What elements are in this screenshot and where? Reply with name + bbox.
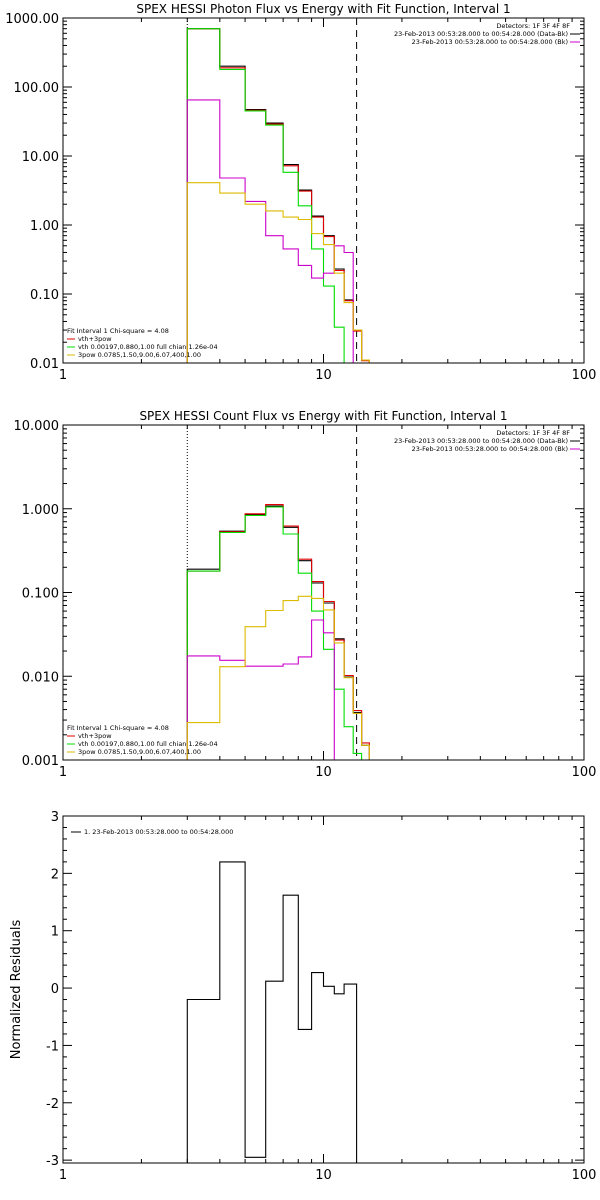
y-tick-label: 0.100 (22, 587, 59, 602)
x-tick-label: 10 (315, 368, 332, 383)
data-series-group (186, 28, 370, 363)
x-tick-label: 10 (315, 765, 332, 780)
legend-entry-label: vth+3pow (78, 335, 112, 343)
y-tick-label: 1 (51, 925, 59, 940)
x-tick-label: 100 (572, 765, 597, 780)
photon-flux-panel: SPEX HESSI Photon Flux vs Energy with Fi… (5, 2, 596, 383)
data-series-3 (186, 619, 335, 760)
y-tick-label: 0.001 (22, 754, 59, 769)
y-tick-label: 0 (51, 982, 59, 997)
x-tick-label: 1 (59, 765, 67, 780)
y-tick-label: 100.00 (14, 81, 60, 96)
y-tick-label: 0.01 (30, 357, 59, 372)
legend-entry-label: vth 0.00197,0.880,1.00 full chian 1.26e-… (78, 343, 218, 351)
data-series-2 (186, 506, 363, 760)
y-tick-label: 0.10 (30, 288, 59, 303)
x-tick-label: 100 (572, 368, 597, 383)
y-tick-label: 2 (51, 867, 59, 882)
legend-entry-label: vth+3pow (78, 732, 112, 740)
chart-title: SPEX HESSI Photon Flux vs Energy with Fi… (136, 2, 510, 16)
y-tick-label: -2 (46, 1097, 59, 1112)
count-flux-panel: SPEX HESSI Count Flux vs Energy with Fit… (14, 409, 597, 780)
y-tick-label: 10.00 (22, 150, 59, 165)
y-axis-label: Normalized Residuals (9, 920, 24, 1060)
y-tick-label: 3 (51, 810, 59, 825)
plot-frame (62, 424, 585, 761)
legend-entry-label: 23-Feb-2013 00:53:28.000 to 00:54:28.000… (394, 30, 568, 38)
legend-entry-label: 3pow 0.0785,1.50,9.00,6.07,400,1.00 (78, 351, 201, 359)
residuals-panel: Normalized Residuals 1 10 100 -3 -2 -1 0 1 2 3 1. 2… (9, 810, 596, 1183)
legend-entry-label: 1. 23-Feb-2013 00:53:28.000 to 00:54:28.… (84, 828, 233, 836)
legend-header: Fit Interval 1 Chi-square = 4.08 (67, 724, 169, 732)
data-series-group (186, 861, 358, 1163)
x-tick-label: 1 (59, 1168, 67, 1183)
y-tick-label: -1 (46, 1039, 59, 1054)
chart-title: SPEX HESSI Count Flux vs Energy with Fit… (139, 409, 507, 423)
legend-entry-label: vth 0.00197,0.880,1.00 full chian 1.26e-… (78, 740, 218, 748)
legend-header: Detectors: 1F 3F 4F 8F (496, 22, 570, 30)
data-series-4 (186, 595, 370, 760)
data-series-0 (186, 861, 358, 1163)
data-series-2 (186, 28, 354, 363)
legend-entry-label: 3pow 0.0785,1.50,9.00,6.07,400,1.00 (78, 748, 201, 756)
y-tick-label: 1.00 (30, 219, 59, 234)
x-tick-label: 10 (315, 1168, 332, 1183)
y-tick-label: 10.000 (14, 419, 60, 434)
x-tick-label: 100 (572, 1168, 597, 1183)
plot-frame (62, 17, 585, 364)
y-tick-label: 1.000 (22, 503, 59, 518)
legend-header: Fit Interval 1 Chi-square = 4.08 (67, 327, 169, 335)
legend-entry-label: 23-Feb-2013 00:53:28.000 to 00:54:28.000… (412, 445, 568, 453)
y-tick-label: 0.010 (22, 670, 59, 685)
data-series-3 (186, 99, 354, 363)
x-tick-label: 1 (59, 368, 67, 383)
plot-frame (62, 815, 585, 1164)
legend-entry-label: 23-Feb-2013 00:53:28.000 to 00:54:28.000… (394, 437, 568, 445)
data-series-group (186, 504, 370, 760)
y-tick-label: 1000.00 (5, 12, 59, 27)
legend-header: Detectors: 1F 3F 4F 8F (496, 429, 570, 437)
y-tick-label: -3 (46, 1154, 59, 1169)
legend-entry-label: 23-Feb-2013 00:53:28.000 to 00:54:28.000… (412, 38, 568, 46)
data-series-4 (186, 182, 370, 363)
